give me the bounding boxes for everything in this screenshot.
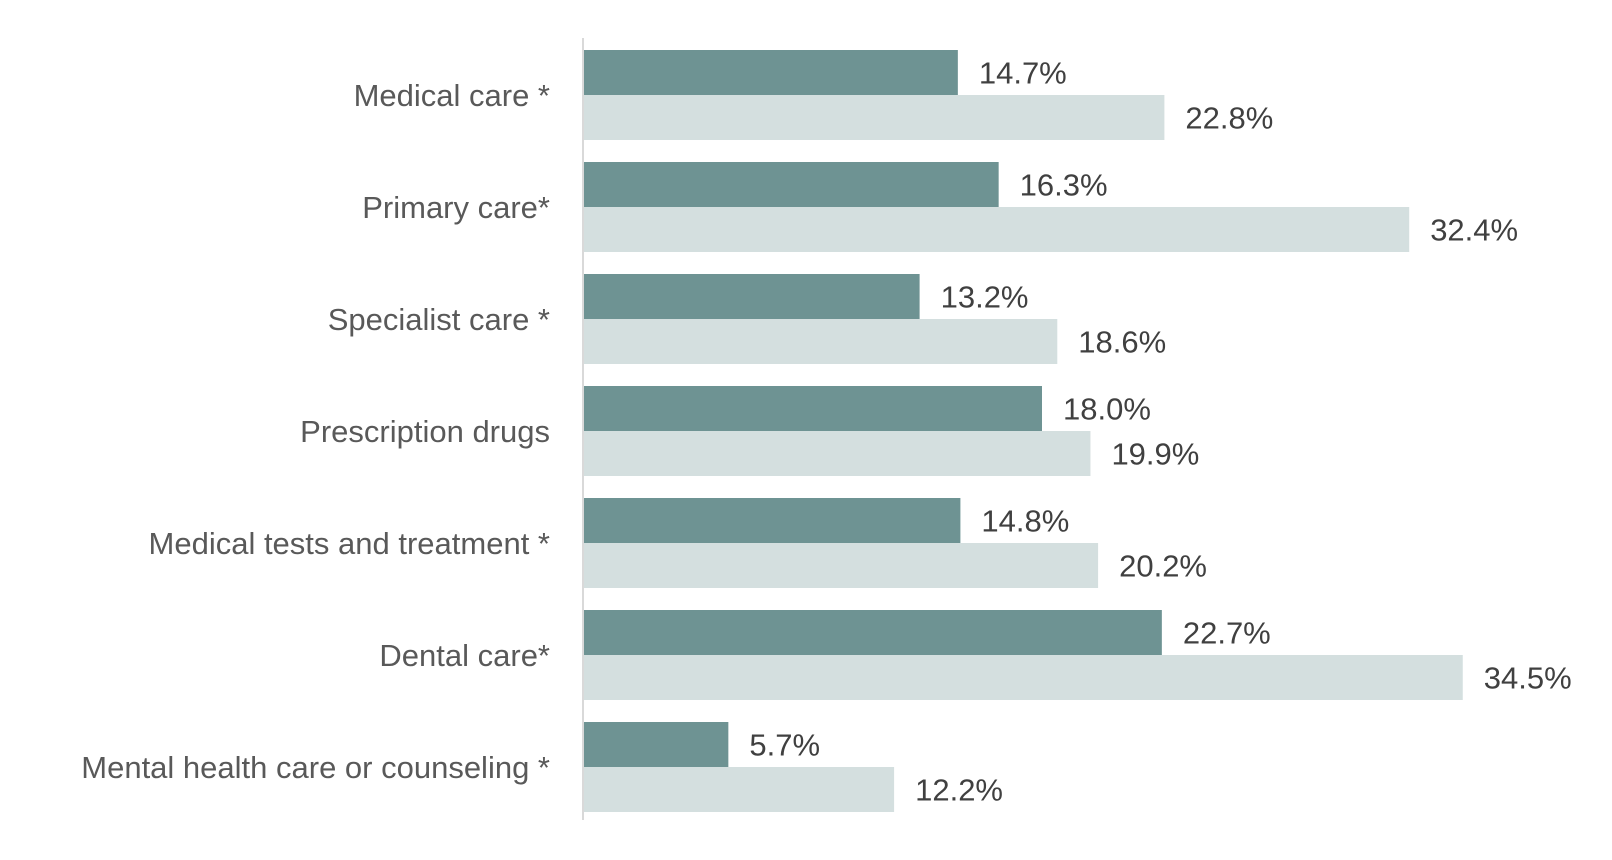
value-label-series-1-specialist-care: 13.2% [941,280,1029,315]
value-label-series-1-dental-care: 22.7% [1183,616,1271,651]
bar-series-1-primary-care [583,162,999,207]
bars-layer [583,50,1463,812]
value-label-series-2-medical-care: 22.8% [1185,101,1273,136]
value-label-series-1-primary-care: 16.3% [1020,168,1108,203]
bar-series-1-dental-care [583,610,1162,655]
value-label-series-1-prescription-drugs: 18.0% [1063,392,1151,427]
bar-series-2-dental-care [583,655,1463,700]
bar-series-1-medical-tests-and-treatment [583,498,961,543]
value-label-series-2-specialist-care: 18.6% [1078,325,1166,360]
category-label-medical-care: Medical care * [354,78,550,113]
category-label-prescription-drugs: Prescription drugs [300,414,550,449]
bar-series-2-primary-care [583,207,1410,252]
value-label-series-2-prescription-drugs: 19.9% [1111,437,1199,472]
category-label-specialist-care: Specialist care * [328,302,550,337]
bar-series-2-mental-health-care-or-counseling [583,767,895,812]
bar-series-1-mental-health-care-or-counseling [583,722,729,767]
value-label-series-2-medical-tests-and-treatment: 20.2% [1119,549,1207,584]
value-label-series-2-primary-care: 32.4% [1430,213,1518,248]
category-label-medical-tests-and-treatment: Medical tests and treatment * [149,526,550,561]
value-label-series-2-mental-health-care-or-counseling: 12.2% [915,773,1003,808]
value-label-series-2-dental-care: 34.5% [1484,661,1572,696]
bar-series-2-medical-tests-and-treatment [583,543,1099,588]
category-label-mental-health-care-or-counseling: Mental health care or counseling * [81,750,550,785]
category-label-primary-care: Primary care* [362,190,550,225]
value-label-series-1-medical-care: 14.7% [979,56,1067,91]
bar-series-1-medical-care [583,50,958,95]
bar-series-2-specialist-care [583,319,1058,364]
bar-series-2-prescription-drugs [583,431,1091,476]
value-label-series-1-medical-tests-and-treatment: 14.8% [981,504,1069,539]
labels-layer: Medical care * 14.7% 22.8% Primary care* 16.… [81,56,1571,808]
bar-series-2-medical-care [583,95,1165,140]
bar-series-1-prescription-drugs [583,386,1042,431]
value-label-series-1-mental-health-care-or-counseling: 5.7% [749,728,820,763]
category-label-dental-care: Dental care* [379,638,550,673]
bar-series-1-specialist-care [583,274,920,319]
